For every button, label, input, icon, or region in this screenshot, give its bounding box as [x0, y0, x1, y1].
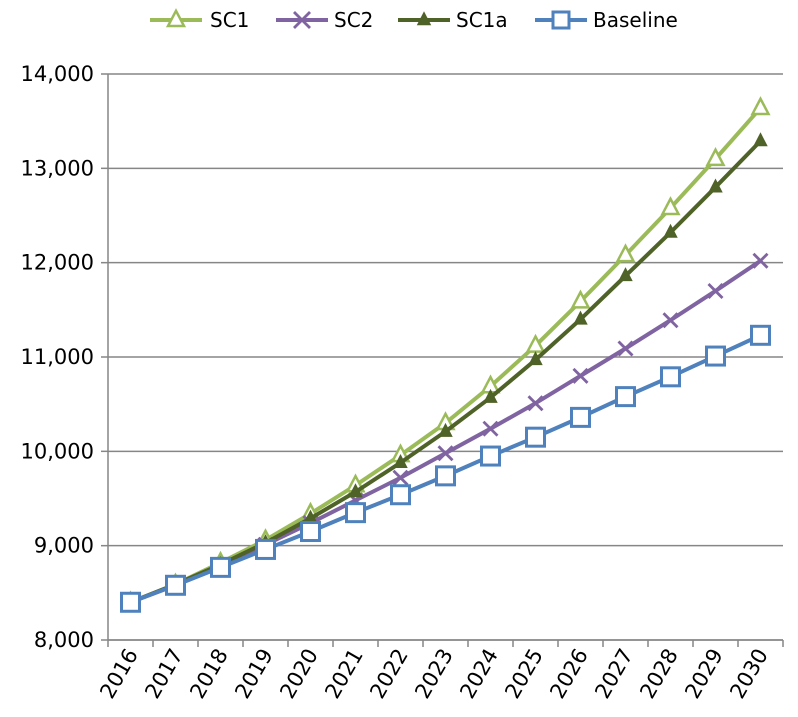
data-point — [705, 147, 726, 167]
x-tick-label: 2018 — [185, 645, 233, 703]
data-point — [572, 367, 589, 384]
data-point-stroke — [752, 252, 769, 269]
data-point — [528, 351, 543, 366]
data-point-stroke — [662, 312, 679, 329]
y-tick-label: 10,000 — [21, 439, 94, 463]
data-point — [120, 591, 141, 613]
series-line — [129, 106, 762, 605]
y-tick-label: 8,000 — [34, 628, 94, 652]
data-point — [393, 453, 408, 468]
data-point-stroke — [482, 420, 499, 437]
y-tick-label: 9,000 — [34, 534, 94, 558]
data-point — [210, 556, 231, 578]
y-tick-label: 13,000 — [21, 156, 94, 180]
data-point — [573, 310, 588, 325]
legend-item-sc2: SC2 — [276, 8, 373, 32]
data-point — [255, 538, 276, 560]
data-point — [750, 96, 771, 116]
legend-item-sc1a: SC1a — [398, 8, 508, 32]
x-tick-label: 2019 — [230, 645, 278, 703]
x-tick-labels: 2016201720182019202020212022202320242025… — [95, 645, 773, 703]
data-point — [438, 422, 453, 437]
y-tick-labels: 8,000 9,000 10,000 11,000 12,000 13,000 14,000 — [21, 62, 94, 652]
data-point — [390, 484, 411, 506]
data-point — [662, 312, 679, 329]
data-point — [753, 132, 768, 147]
legend-label: Baseline — [593, 8, 678, 32]
data-point — [392, 469, 409, 486]
data-point-stroke — [617, 340, 634, 357]
data-point — [618, 267, 633, 282]
y-tick-label: 12,000 — [21, 251, 94, 275]
data-point — [750, 324, 771, 346]
legend: SC1 SC2 SC1a Baseline — [150, 8, 678, 32]
legend-label: SC1a — [456, 8, 508, 32]
data-point — [705, 345, 726, 367]
data-point-stroke — [707, 282, 724, 299]
x-tick-label: 2026 — [545, 645, 593, 703]
data-point — [348, 483, 363, 498]
data-point — [345, 502, 366, 524]
data-point — [300, 521, 321, 543]
series-baseline — [120, 324, 771, 613]
axes — [101, 73, 784, 647]
data-point — [165, 8, 187, 28]
data-point — [660, 196, 681, 216]
x-tick-label: 2025 — [500, 645, 548, 703]
series-sc1 — [120, 96, 771, 610]
data-point — [416, 11, 432, 26]
data-point — [551, 10, 571, 30]
x-tick-label: 2030 — [725, 645, 773, 703]
data-point — [617, 340, 634, 357]
x-tick-label: 2027 — [590, 645, 638, 703]
data-point — [525, 426, 546, 448]
series-group — [120, 96, 771, 613]
data-point — [615, 243, 636, 263]
data-point — [663, 223, 678, 238]
data-point — [570, 406, 591, 428]
data-point — [527, 395, 544, 412]
y-tick-label: 14,000 — [21, 62, 94, 86]
data-point-stroke — [293, 11, 311, 29]
x-tick-label: 2017 — [140, 645, 188, 703]
x-tick-label: 2024 — [455, 645, 503, 703]
data-point — [660, 366, 681, 388]
x-tick-label: 2021 — [320, 645, 368, 703]
data-point — [707, 282, 724, 299]
x-tick-label: 2020 — [275, 645, 323, 703]
data-point — [482, 420, 499, 437]
data-point-stroke — [527, 395, 544, 412]
data-point-stroke — [392, 469, 409, 486]
x-tick-label: 2028 — [635, 645, 683, 703]
legend-item-baseline: Baseline — [535, 8, 678, 32]
data-point — [615, 386, 636, 408]
legend-item-sc1: SC1 — [150, 8, 249, 32]
data-point — [165, 574, 186, 596]
x-tick-label: 2023 — [410, 645, 458, 703]
data-point — [708, 178, 723, 193]
legend-label: SC1 — [210, 8, 249, 32]
data-point — [570, 289, 591, 309]
data-point — [752, 252, 769, 269]
data-point — [435, 465, 456, 487]
x-tick-label: 2029 — [680, 645, 728, 703]
data-point-stroke — [572, 367, 589, 384]
x-tick-label: 2022 — [365, 645, 413, 703]
gridlines — [108, 73, 783, 641]
data-point — [437, 445, 454, 462]
data-point — [483, 388, 498, 403]
data-point — [480, 445, 501, 467]
legend-label: SC2 — [334, 8, 373, 32]
y-tick-label: 11,000 — [21, 345, 94, 369]
x-tick-label: 2016 — [95, 645, 143, 703]
data-point-stroke — [437, 445, 454, 462]
data-point — [293, 11, 311, 29]
